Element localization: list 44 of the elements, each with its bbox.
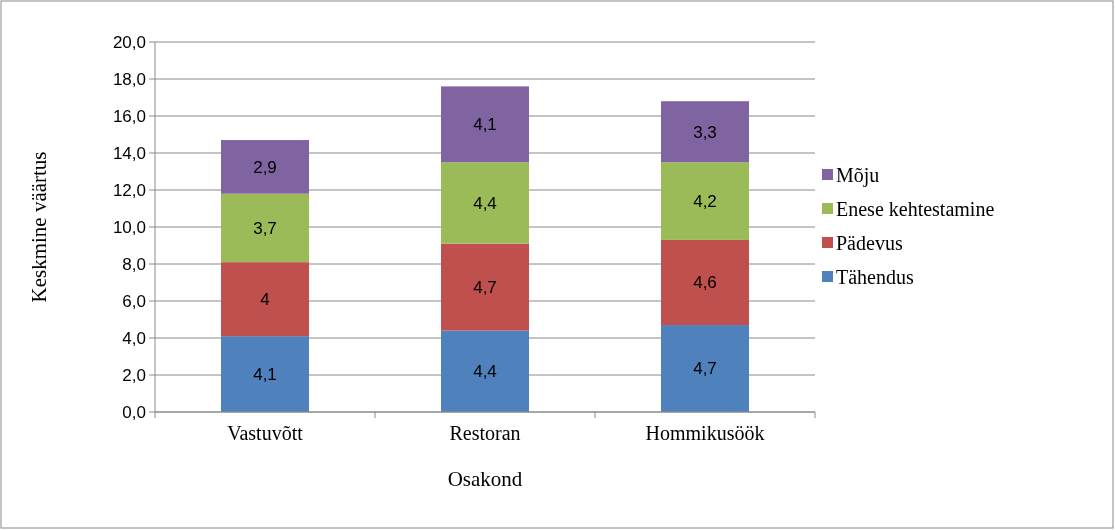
bar [661, 239, 749, 326]
y-tick-label: 10,0 [112, 217, 146, 237]
bar [661, 101, 749, 163]
x-axis-title: Osakond [447, 467, 523, 491]
y-axis-title: Keskmine väärtus [27, 151, 51, 303]
bar [221, 193, 309, 263]
y-tick-label: 2,0 [122, 365, 146, 385]
legend-label: Tähendus [836, 266, 914, 288]
data-label: 4,6 [693, 273, 717, 293]
y-tick-label: 18,0 [112, 69, 146, 89]
data-label: 4 [260, 290, 270, 310]
y-tick-label: 6,0 [122, 291, 146, 311]
data-label: 4,7 [693, 359, 717, 379]
legend-label: Enese kehtestamine [836, 198, 995, 220]
data-label: 4,1 [473, 115, 497, 135]
x-tick-label: Vastuvõtt [227, 422, 304, 444]
y-tick-label: 14,0 [112, 143, 146, 163]
legend-label: Pädevus [836, 232, 903, 254]
x-tick-label: Hommikusöök [645, 422, 765, 444]
y-tick-label: 0,0 [122, 402, 146, 422]
bar [441, 243, 529, 331]
legend-label: Mõju [836, 164, 880, 187]
data-label: 4,7 [473, 278, 497, 298]
data-label: 3,7 [253, 218, 277, 238]
bar [221, 262, 309, 337]
bar [661, 162, 749, 240]
data-label: 4,4 [473, 193, 497, 213]
data-label: 2,9 [253, 157, 277, 177]
y-tick-label: 8,0 [122, 254, 146, 274]
data-label: 4,4 [473, 362, 497, 382]
bar [221, 336, 309, 412]
y-tick-label: 16,0 [112, 106, 146, 126]
y-tick-label: 12,0 [112, 180, 146, 200]
bar [441, 86, 529, 163]
bar [441, 330, 529, 412]
bar [661, 325, 749, 412]
bar [221, 140, 309, 194]
data-label: 3,3 [693, 122, 717, 142]
data-label: 4,2 [693, 192, 717, 212]
data-label: 4,1 [253, 365, 277, 385]
y-tick-label: 4,0 [122, 328, 146, 348]
x-tick-label: Restoran [449, 422, 521, 444]
bar [441, 162, 529, 244]
y-tick-label: 20,0 [112, 32, 146, 52]
